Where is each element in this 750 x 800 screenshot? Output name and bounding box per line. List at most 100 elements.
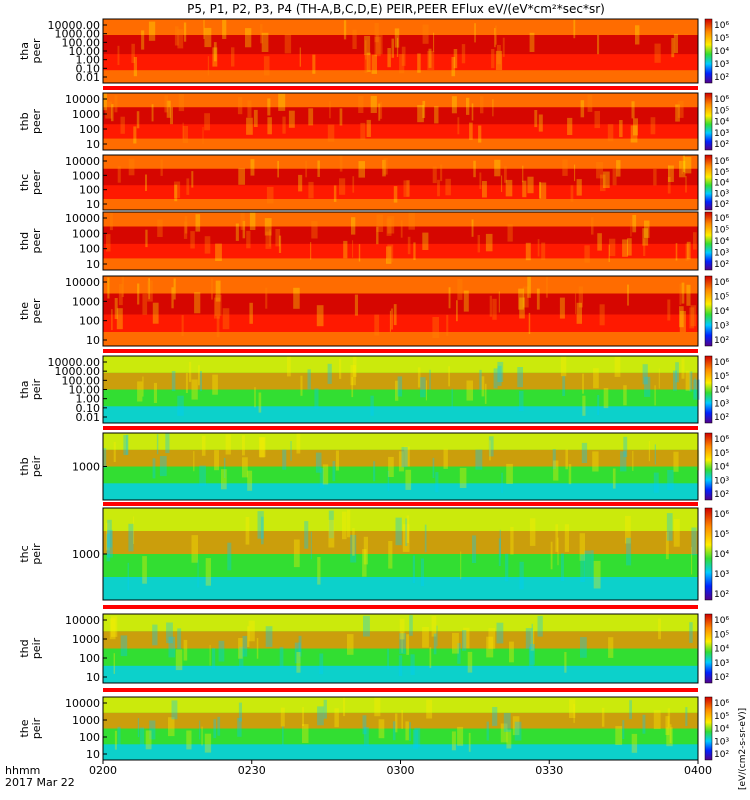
spectrogram-texture	[398, 451, 404, 472]
spectrogram-texture	[644, 376, 651, 397]
spectrogram-texture	[142, 556, 147, 584]
colorbar-tick-label: 10³	[714, 60, 729, 70]
spectrogram-texture	[537, 239, 540, 257]
spectrogram-texture	[429, 647, 432, 668]
spectrogram-texture	[258, 436, 266, 457]
spectrogram-texture	[539, 181, 541, 199]
spectrogram-texture	[414, 727, 421, 747]
spectrogram-texture	[114, 730, 117, 750]
spectrogram-texture	[475, 449, 483, 470]
spectrogram-texture	[160, 159, 163, 176]
spectrogram-texture	[120, 116, 125, 134]
colorbar-tick-label: 10⁵	[714, 372, 729, 382]
spectrogram-texture	[117, 166, 121, 183]
spectrogram-texture	[259, 437, 265, 458]
spectrogram-texture	[317, 160, 320, 177]
spectrogram-texture	[152, 458, 156, 479]
spectrogram-texture	[436, 625, 438, 647]
colorbar-tick-label: 10⁴	[714, 645, 729, 655]
date-label: 2017 Mar 22	[5, 776, 75, 789]
spectrogram-texture	[478, 125, 482, 143]
spectrogram-texture	[351, 377, 354, 398]
spectrogram-texture	[482, 181, 487, 198]
spectrogram-texture	[299, 47, 301, 67]
spectrogram-band	[103, 212, 698, 227]
spectrogram-texture	[673, 519, 680, 547]
spectrogram-texture	[612, 168, 617, 186]
spectrogram-texture	[536, 288, 540, 310]
spectrogram-texture	[525, 242, 531, 261]
spectrogram-texture	[601, 707, 605, 727]
spectrogram-texture	[609, 238, 616, 257]
time-axis-label: hhmm	[5, 764, 40, 777]
spectrogram-texture	[235, 223, 239, 241]
spectrogram-texture	[681, 157, 684, 174]
spectrogram-texture	[358, 244, 361, 262]
spectrogram-texture	[265, 287, 268, 309]
spectrogram-texture	[463, 290, 469, 312]
spectrogram-texture	[677, 100, 684, 118]
spectrogram-texture	[322, 464, 329, 485]
spectrogram-texture	[343, 240, 348, 259]
spectrogram-texture	[496, 622, 504, 644]
spectrogram-texture	[401, 46, 406, 66]
colorbar-tick-label: 10²	[714, 490, 729, 500]
colorbar	[704, 154, 713, 211]
spectrogram-texture	[374, 37, 381, 57]
y-tick-label: 1000	[72, 633, 100, 646]
y-tick-label: 0.10	[76, 402, 101, 415]
spectrogram-texture	[433, 633, 437, 655]
spectrogram-texture	[650, 117, 656, 135]
spectrogram-texture	[399, 618, 405, 640]
panel-thd-peir: thdpeir 10000 1000 100 10 10⁶ 10⁵ 10⁴ 10³ 10²	[18, 613, 729, 692]
spectrogram-texture	[590, 550, 594, 578]
spectrogram-texture	[212, 374, 218, 395]
spectrogram-texture	[151, 104, 154, 122]
spectrogram-texture	[170, 107, 173, 125]
spectrogram-texture	[388, 456, 394, 477]
spectrogram-texture	[314, 388, 319, 409]
spectrogram-texture	[298, 635, 302, 657]
spectrogram-texture	[486, 721, 489, 741]
spectrogram-texture	[127, 562, 129, 591]
spectrogram-texture	[246, 117, 253, 135]
spectrogram-texture	[654, 43, 661, 63]
spectrogram-texture	[164, 95, 169, 113]
spectrogram-texture	[202, 127, 204, 145]
y-tick-label: 10	[86, 198, 100, 211]
spectrogram-texture	[145, 229, 148, 248]
spectrogram-band	[103, 665, 698, 684]
spectrogram-texture	[388, 541, 393, 569]
spectrogram-texture	[191, 379, 198, 400]
spectrogram-texture	[107, 519, 112, 548]
y-tick-label: 10000	[65, 614, 100, 627]
spectrogram-texture	[186, 178, 190, 195]
spectrogram-texture	[431, 615, 437, 637]
spectrogram-texture	[366, 52, 371, 72]
spectrogram-texture	[308, 108, 314, 126]
spectrogram-texture	[231, 47, 235, 67]
spectrogram-texture	[373, 461, 376, 482]
spectrogram-texture	[191, 535, 198, 563]
panel-frame	[102, 613, 699, 684]
spectrogram-texture	[684, 156, 692, 174]
spectrogram-texture	[417, 53, 421, 73]
spectrogram-texture	[492, 707, 498, 726]
spectrogram-texture	[403, 180, 410, 197]
spectrogram-texture	[387, 648, 389, 670]
colorbar	[704, 696, 713, 761]
spectrogram-texture	[669, 724, 672, 744]
spectrogram-texture	[689, 622, 693, 643]
status-bar	[103, 86, 698, 90]
spectrogram-texture	[504, 166, 507, 183]
spectrogram-texture	[599, 304, 605, 326]
spectrogram-texture	[685, 243, 689, 261]
spectrogram-texture	[675, 243, 678, 261]
spectrogram-texture	[194, 292, 201, 314]
spectrogram-texture	[399, 54, 405, 74]
spectrogram-texture	[658, 618, 661, 640]
spectrogram-texture	[473, 160, 476, 178]
spectrogram-texture	[339, 155, 343, 172]
spectrogram-texture	[400, 220, 403, 238]
spectrogram-texture	[608, 244, 610, 262]
